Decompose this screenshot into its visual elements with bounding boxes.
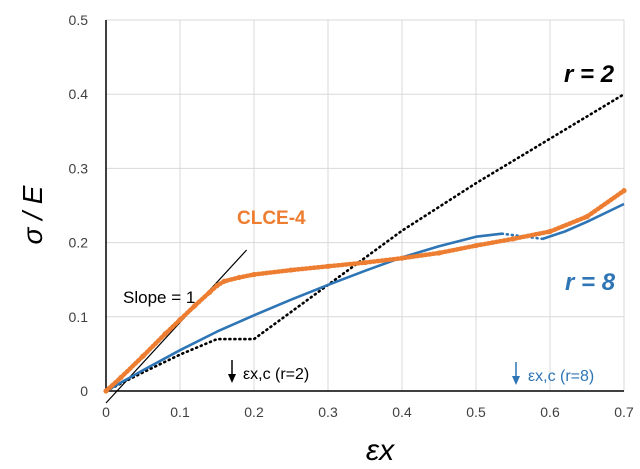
clce-data-point <box>251 271 257 278</box>
clce-data-point <box>236 274 242 281</box>
crit-r2-label: εx,c (r=2) <box>243 366 309 383</box>
crit-r8-arrowhead <box>512 376 520 385</box>
clce-data-point <box>162 331 168 337</box>
y-tick-label: 0.1 <box>69 309 89 325</box>
series-r-8-line <box>105 232 503 393</box>
grid <box>106 19 625 391</box>
y-tick-label: 0.5 <box>69 12 89 28</box>
x-tick-label: 0.2 <box>244 404 264 420</box>
clce-data-point <box>436 250 442 256</box>
x-axis-title: εx <box>366 434 395 467</box>
clce-data-point <box>325 263 331 269</box>
x-tick-label: 0.6 <box>540 404 560 420</box>
clce-data-point <box>177 317 183 323</box>
crit-r8-label: εx,c (r=8) <box>528 368 594 385</box>
axes <box>105 20 624 392</box>
x-tick-label: 0.1 <box>170 404 190 420</box>
clce-data-point <box>621 188 627 194</box>
clce-data-point <box>547 228 553 235</box>
clce-data-point <box>118 375 124 381</box>
x-tick-label: 0.5 <box>466 404 486 420</box>
y-tick-label: 0.3 <box>69 160 89 176</box>
x-tick-label: 0.4 <box>392 404 412 420</box>
y-axis-title: σ / E <box>17 185 48 244</box>
clce-data-point <box>399 255 405 261</box>
clce-data-point <box>362 260 368 266</box>
clce-data-point <box>510 236 516 242</box>
clce-data-point <box>192 303 198 309</box>
x-tick-labels: 0 0.1 0.2 0.3 0.4 0.5 0.6 0.7 <box>102 404 634 420</box>
clce-data-point <box>214 283 220 289</box>
x-tick-label: 0 <box>102 404 110 420</box>
clce-data-point <box>103 388 109 394</box>
clce-data-point <box>288 267 294 273</box>
series-r-8-post-transition-line <box>542 202 625 241</box>
slope-label: Slope = 1 <box>123 288 195 307</box>
y-tick-label: 0.2 <box>69 235 89 251</box>
series <box>103 92 627 404</box>
series-r-2-line <box>104 92 626 393</box>
r2-label: r = 2 <box>564 61 615 88</box>
x-tick-label: 0.3 <box>318 404 338 420</box>
crit-r2-arrowhead <box>228 374 236 383</box>
clce-label: CLCE-4 <box>237 208 306 229</box>
clce-data-point <box>221 278 227 284</box>
clce-data-point <box>140 353 146 359</box>
y-tick-label: 0 <box>80 383 88 399</box>
x-tick-label: 0.7 <box>614 404 634 420</box>
clce-data-point <box>473 242 479 249</box>
y-tick-labels: 0 0.1 0.2 0.3 0.4 0.5 <box>69 12 89 399</box>
r8-label: r = 8 <box>565 269 616 296</box>
clce-data-point <box>207 289 213 295</box>
clce-data-point <box>584 214 590 220</box>
y-tick-label: 0.4 <box>69 86 89 102</box>
